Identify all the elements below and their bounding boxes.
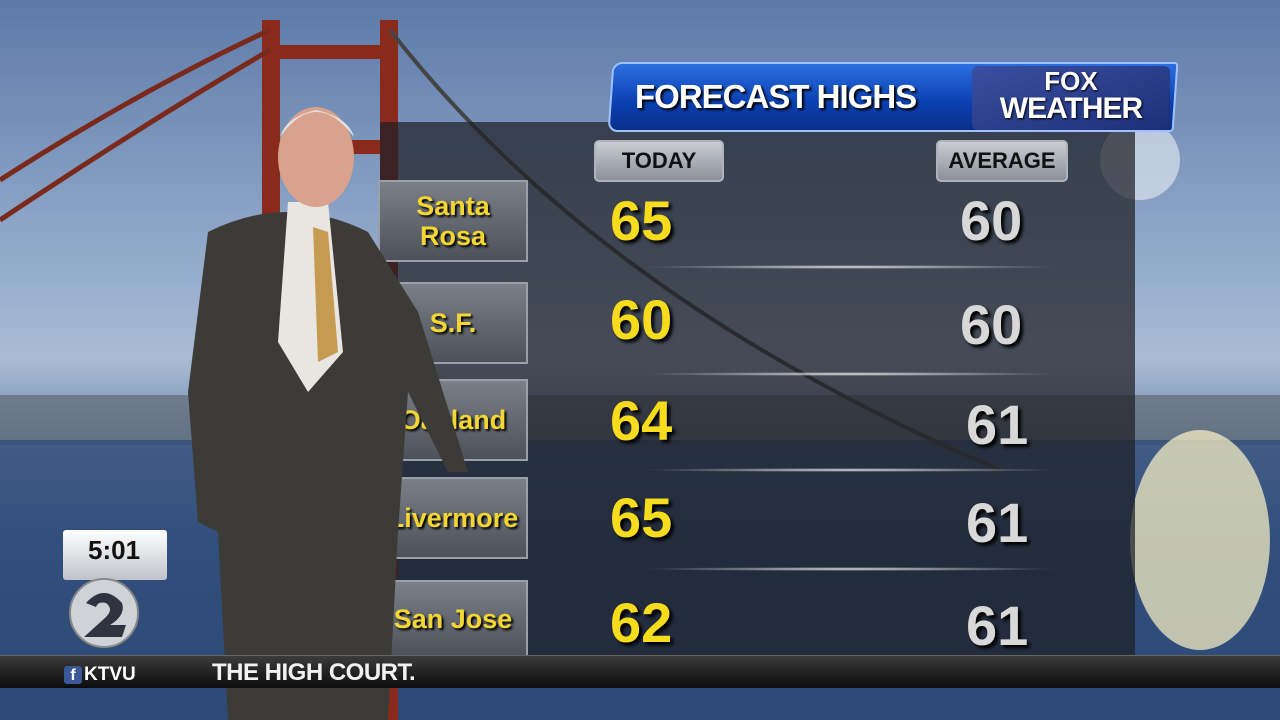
today-high: 65 <box>610 189 673 252</box>
weather-presenter <box>188 107 468 720</box>
city-label: Santa Rosa <box>378 180 528 262</box>
today-high: 64 <box>610 389 673 452</box>
channel-2-logo <box>69 578 139 648</box>
clock: 5:01 <box>88 535 141 565</box>
row-divider <box>640 265 1060 269</box>
today-high: 65 <box>610 486 673 549</box>
time-bug <box>63 530 167 580</box>
average-high: 60 <box>960 293 1023 356</box>
column-header-average: AVERAGE <box>936 140 1068 182</box>
row-divider <box>640 372 1060 376</box>
ticker-text: THE HIGH COURT. <box>212 659 416 686</box>
today-high: 60 <box>610 288 673 351</box>
fox-ktvu-weather-logo: FOX WEATHER <box>972 66 1170 130</box>
average-high: 60 <box>960 189 1023 252</box>
social-handle: f KTVU <box>64 664 136 686</box>
city-label: San Jose <box>378 580 528 658</box>
graphic-title: FORECAST HIGHS <box>635 78 917 115</box>
logo-weather: WEATHER <box>999 92 1143 125</box>
today-high: 62 <box>610 591 673 654</box>
average-high: 61 <box>966 393 1029 456</box>
news-ticker <box>0 655 1280 688</box>
column-header-today: TODAY <box>594 140 724 182</box>
city-label: Livermore <box>378 477 528 559</box>
row-divider <box>640 468 1060 472</box>
average-high: 61 <box>966 594 1029 657</box>
facebook-icon: f <box>64 666 82 684</box>
logo-fox: FOX <box>1044 66 1098 96</box>
row-divider <box>640 567 1060 571</box>
average-high: 61 <box>966 491 1029 554</box>
social-handle-text: KTVU <box>84 664 136 685</box>
